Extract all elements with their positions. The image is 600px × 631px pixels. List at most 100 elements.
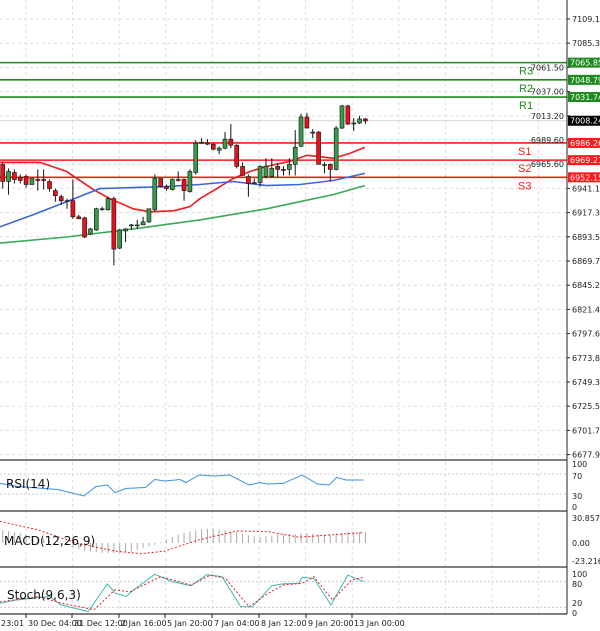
macd-panel[interactable] <box>0 520 366 555</box>
price-tag-text: 7065.85 <box>570 59 600 68</box>
macd-tick-label: 0.00 <box>572 539 590 548</box>
candle-bear <box>363 118 368 122</box>
candle-bear <box>111 198 117 250</box>
candle-bull <box>339 105 345 129</box>
price-tag-text: 6986.26 <box>570 139 600 148</box>
candle-bull <box>257 166 263 183</box>
price-tick-label: 6725.50 <box>572 402 600 411</box>
stoch-tick-label: 0 <box>572 609 577 618</box>
time-tick-label: 30 Dec 04:00 <box>28 619 82 628</box>
candle-bear <box>23 176 29 185</box>
price-tick-label: 7037.00 <box>531 88 564 97</box>
price-tick-label: 6773.80 <box>572 354 600 363</box>
price-tick-label: 6845.20 <box>572 281 600 290</box>
candle-bull <box>351 122 357 125</box>
candle-bear <box>327 164 333 170</box>
candle-bear <box>0 164 5 182</box>
stoch-panel[interactable] <box>0 573 364 613</box>
rsi-panel[interactable] <box>0 474 364 497</box>
price-tag-r3 <box>568 57 600 68</box>
price-tick-label: 6869.70 <box>572 257 600 266</box>
price-tick-label: 6797.60 <box>572 330 600 339</box>
candle-bear <box>35 179 41 181</box>
stoch-tick-label: 100 <box>572 570 587 579</box>
time-tick-label: 8 Jan 12:00 <box>261 619 307 628</box>
macd-label: MACD(12,26,9) <box>4 534 95 548</box>
candle-bear <box>47 181 52 189</box>
candle-bull <box>94 208 99 231</box>
candle-bear <box>158 178 163 187</box>
macd-signal-line <box>0 520 364 555</box>
candle-bear <box>228 138 234 146</box>
candle-bear <box>281 169 286 171</box>
price-tick-label: 6677.90 <box>572 451 600 460</box>
candle-bull <box>187 171 193 192</box>
candle-bull <box>64 200 70 202</box>
candle-bull <box>357 118 362 124</box>
price-tag-text: 7031.74 <box>570 93 600 102</box>
candle-bull <box>99 208 105 211</box>
rsi-tick-label: 100 <box>572 460 587 469</box>
time-tick-label: 13 Jan 00:00 <box>354 619 405 628</box>
candle-bull <box>199 141 204 144</box>
candle-bull <box>269 168 275 177</box>
candle-bull <box>216 147 222 151</box>
rsi-tick-label: 30 <box>572 492 582 501</box>
candle-bear <box>246 176 251 184</box>
candle-bear <box>275 166 280 170</box>
candle-bear <box>164 186 169 189</box>
price-panel[interactable]: R3 R2 R1 S1 S2 S3 <box>0 61 567 266</box>
rsi-tick-label: 70 <box>572 472 582 481</box>
candle-bull <box>146 208 152 223</box>
candle-bear <box>304 116 310 129</box>
pivot-label-r1: R1 <box>519 100 533 112</box>
price-tag-s3 <box>568 172 600 183</box>
candle-bull <box>333 127 339 170</box>
price-tick-label: 6917.30 <box>572 209 600 218</box>
candle-bear <box>41 179 46 181</box>
pivot-label-r2: R2 <box>519 83 533 95</box>
price-tick-label: 6989.60 <box>531 136 564 145</box>
stoch-tick-label: 80 <box>572 580 582 589</box>
candle-bull <box>170 179 175 190</box>
candle-bull <box>152 178 158 211</box>
price-tag-r2 <box>568 74 600 85</box>
candle-bull <box>322 164 327 166</box>
macd-tick-label: -23.216 <box>572 557 600 566</box>
price-tick-label: 6893.50 <box>572 233 600 242</box>
stoch-tick-label: 20 <box>572 599 582 608</box>
pivot-label-s1: S1 <box>518 146 531 158</box>
rsi-line <box>0 474 364 497</box>
candle-bear <box>58 196 64 201</box>
candle-bear <box>345 105 351 125</box>
candle-bull <box>193 142 199 173</box>
candle-bull <box>292 146 298 165</box>
time-tick-label: 23:01 <box>1 619 24 628</box>
candle-bear <box>12 172 17 180</box>
candle-bull <box>263 166 269 177</box>
candle-bull <box>134 224 140 227</box>
candle-bear <box>17 177 23 181</box>
current-price-text: 7008.24 <box>570 117 600 126</box>
candle-bear <box>181 179 187 191</box>
candle-bull <box>140 221 146 226</box>
candle-bull <box>298 116 304 147</box>
price-tick-label: 6941.10 <box>572 184 600 193</box>
stoch-main-line <box>0 573 364 613</box>
price-tag-s1 <box>568 137 600 148</box>
candle-bull <box>117 229 122 249</box>
grid <box>0 0 567 614</box>
candle-bear <box>70 200 76 218</box>
candle-bull <box>287 164 292 170</box>
time-tick-label: 5 Jan 20:00 <box>167 619 213 628</box>
candle-bull <box>6 171 11 182</box>
price-tick-label: 6701.70 <box>572 426 600 435</box>
time-tick-label: 7 Jan 04:00 <box>214 619 260 628</box>
macd-tick-label: 30.857 <box>572 514 600 523</box>
price-tag-text: 7048.79 <box>570 76 600 85</box>
price-tag-text: 6952.15 <box>570 173 600 182</box>
price-tag-r1 <box>568 92 600 103</box>
current-price-tag <box>568 115 600 126</box>
